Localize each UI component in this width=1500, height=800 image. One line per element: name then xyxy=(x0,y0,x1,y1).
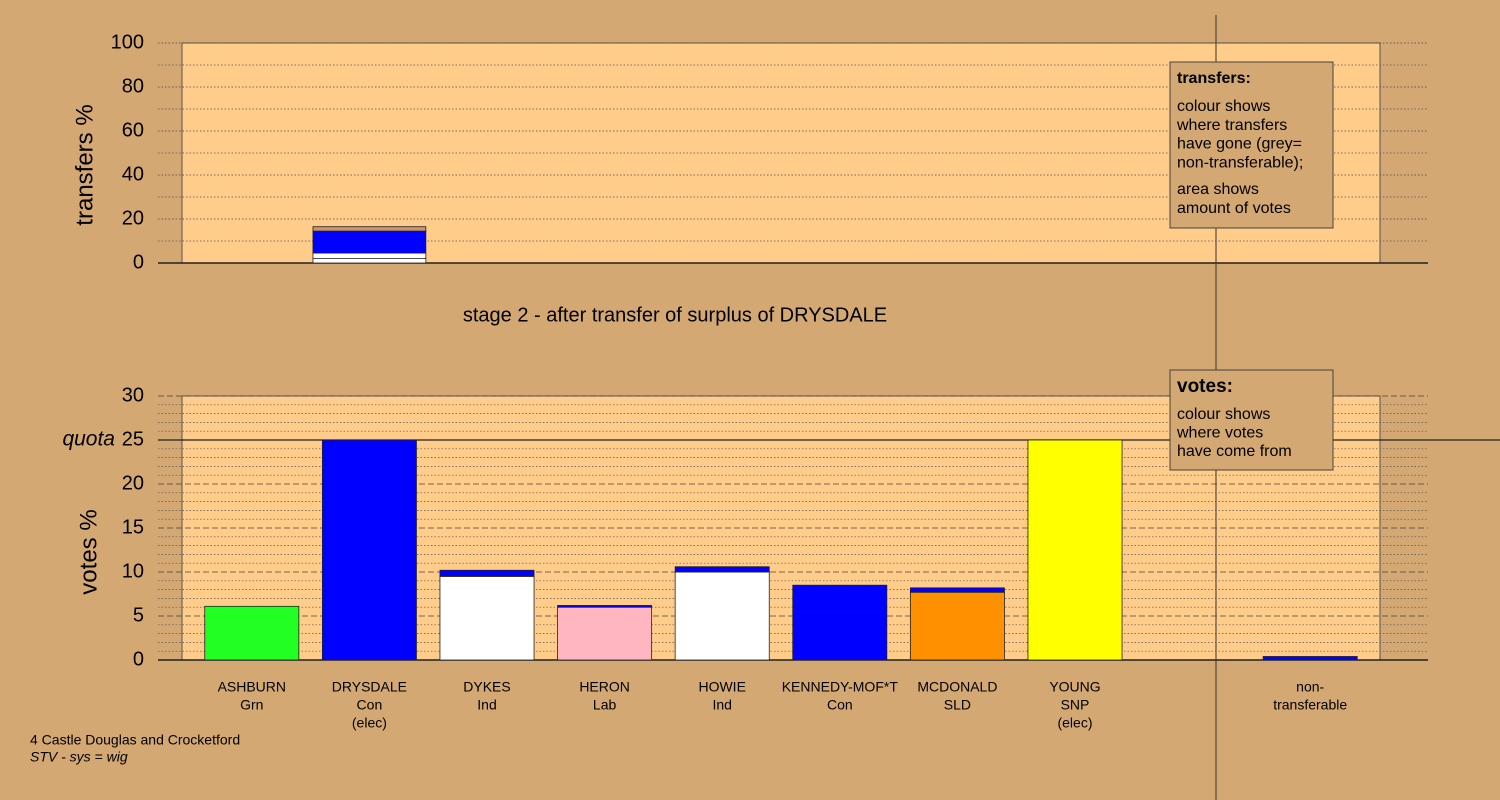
x-tick-label: ASHBURN xyxy=(218,679,286,695)
y-tick-label: 100 xyxy=(111,31,144,53)
x-tick-label: transferable xyxy=(1273,697,1347,713)
votes-note-box xyxy=(1169,369,1334,471)
bar-segment xyxy=(312,252,427,260)
x-tick-label: non- xyxy=(1296,679,1324,695)
bar-segment xyxy=(909,591,1005,661)
bar-segment xyxy=(909,587,1005,593)
x-tick-label: SNP xyxy=(1061,697,1090,713)
bar-segment xyxy=(312,230,427,254)
quota-label: quota xyxy=(62,428,115,451)
bar-segment xyxy=(674,571,770,661)
bar-segment xyxy=(1262,656,1358,661)
note-line: have come from xyxy=(1177,443,1292,460)
bar-segment xyxy=(312,258,427,264)
y-tick-label: 5 xyxy=(133,604,144,626)
bar-segment xyxy=(321,439,417,661)
x-tick-label: Ind xyxy=(712,697,731,713)
note-line: where transfers xyxy=(1176,117,1287,134)
y-tick-label: 20 xyxy=(122,207,144,229)
bar-segment xyxy=(439,576,535,661)
footer-area: 4 Castle Douglas and Crocketford xyxy=(30,732,240,748)
note-line: have gone (grey= xyxy=(1177,136,1302,153)
note-line: colour shows xyxy=(1177,98,1270,115)
x-tick-label: YOUNG xyxy=(1049,679,1100,695)
x-tick-label: SLD xyxy=(944,697,971,713)
y-tick-label: 40 xyxy=(122,163,144,185)
x-tick-label: MCDONALD xyxy=(917,679,997,695)
note-line: colour shows xyxy=(1177,406,1270,423)
note-line: where votes xyxy=(1176,425,1263,442)
bar-segment xyxy=(439,569,535,577)
y-tick-label: 80 xyxy=(122,75,144,97)
x-tick-label: HOWIE xyxy=(698,679,745,695)
bar-segment xyxy=(312,226,427,232)
bar-segment xyxy=(674,566,770,573)
bar-segment xyxy=(204,605,300,661)
stage-title: stage 2 - after transfer of surplus of D… xyxy=(463,304,887,326)
bar-segment xyxy=(792,611,888,661)
bar-segment xyxy=(1027,439,1123,661)
bar-segment xyxy=(557,605,653,608)
x-tick-label: DRYSDALE xyxy=(332,679,407,695)
x-tick-label: (elec) xyxy=(1057,715,1092,731)
x-tick-label: KENNEDY-MOF*T xyxy=(782,679,899,695)
note-line: area shows xyxy=(1177,181,1259,198)
y-tick-label: 0 xyxy=(133,251,144,273)
y-axis-label: transfers % xyxy=(71,104,98,225)
bar-segment xyxy=(792,584,888,613)
note-title: transfers: xyxy=(1177,70,1251,87)
bar-segment xyxy=(557,606,653,661)
x-tick-label: Ind xyxy=(477,697,496,713)
x-tick-label: Lab xyxy=(593,697,617,713)
y-tick-label: 0 xyxy=(133,648,144,670)
note-line: non-transferable); xyxy=(1177,154,1303,171)
y-tick-label: 25 xyxy=(122,428,144,450)
y-tick-label: 60 xyxy=(122,119,144,141)
y-tick-label: 20 xyxy=(122,472,144,494)
x-tick-label: HERON xyxy=(579,679,630,695)
footer-system: STV - sys = wig xyxy=(30,749,128,765)
transfers-note-box xyxy=(1169,61,1334,229)
x-tick-label: DYKES xyxy=(463,679,510,695)
x-tick-label: Grn xyxy=(240,697,263,713)
x-tick-label: Con xyxy=(357,697,383,713)
y-tick-label: 10 xyxy=(122,560,144,582)
note-line: amount of votes xyxy=(1177,200,1291,217)
y-tick-label: 30 xyxy=(122,384,144,406)
x-tick-label: Con xyxy=(827,697,853,713)
x-tick-label: (elec) xyxy=(352,715,387,731)
y-tick-label: 15 xyxy=(122,516,144,538)
y-axis-label: votes % xyxy=(75,509,102,594)
note-title: votes: xyxy=(1177,376,1233,397)
